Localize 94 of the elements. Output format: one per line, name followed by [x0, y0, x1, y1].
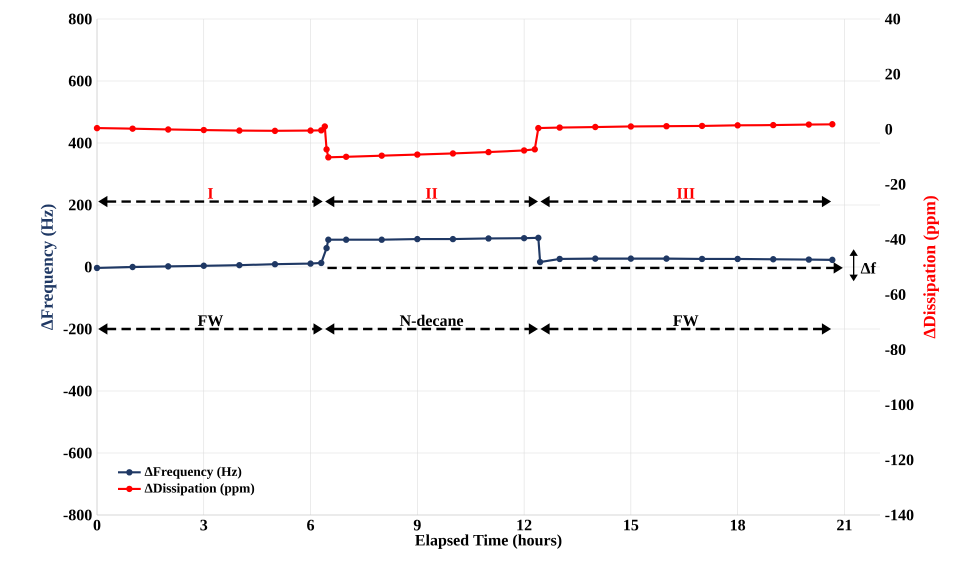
y2-axis-title: ΔDissipation (ppm): [923, 196, 939, 338]
x-tick-label: 0: [94, 520, 100, 530]
point: [556, 124, 563, 131]
y-tick-label: 400: [68, 138, 92, 148]
point: [520, 147, 528, 154]
point: [592, 124, 598, 130]
point: [556, 256, 563, 262]
point: [318, 260, 324, 266]
point: [325, 236, 332, 243]
x-tick-label: 21: [837, 520, 852, 530]
point: [307, 260, 314, 267]
point: [272, 261, 278, 268]
point: [450, 236, 456, 242]
point: [535, 124, 542, 132]
annotation: II: [426, 188, 438, 199]
y2-tick-label: 0: [885, 124, 892, 135]
x-tick-label: 9: [414, 520, 421, 530]
point: [536, 258, 544, 266]
point: [535, 234, 542, 242]
point: [236, 262, 243, 268]
annotation: N-decane: [400, 314, 464, 326]
point: [663, 255, 670, 262]
point: [532, 146, 538, 153]
point: [129, 125, 136, 132]
y2-tick-label: -40: [885, 234, 906, 245]
x-tick-label: 18: [730, 520, 746, 530]
point: [628, 123, 634, 130]
point: [770, 122, 776, 128]
point: [378, 236, 385, 243]
x-axis-title: Elapsed Time (hours): [415, 534, 562, 549]
point: [323, 146, 330, 153]
legend-label: ΔDissipation (ppm): [144, 483, 254, 496]
point: [829, 256, 836, 264]
point: [734, 256, 741, 262]
point: [318, 127, 324, 134]
point: [236, 127, 243, 134]
point: [698, 256, 706, 262]
y-tick-label: -400: [64, 386, 92, 396]
point: [698, 122, 706, 130]
y-tick-label: 0: [84, 262, 92, 272]
point: [592, 255, 598, 262]
y-tick-label: 200: [68, 200, 92, 210]
y2-tick-label: -60: [885, 289, 906, 300]
point: [200, 262, 207, 269]
point: [663, 122, 670, 130]
y2-tick-label: 20: [885, 68, 900, 80]
point: [414, 151, 421, 158]
point: [94, 264, 100, 272]
point: [485, 235, 492, 242]
y-tick-label: -600: [64, 448, 92, 458]
point: [272, 128, 278, 134]
x-tick-label: 3: [200, 520, 208, 530]
point: [378, 152, 385, 159]
point: [200, 126, 207, 134]
y2-tick-label: -140: [885, 510, 914, 520]
legend-label: ΔFrequency (Hz): [144, 466, 242, 479]
point: [323, 244, 330, 252]
point: [322, 123, 328, 130]
annotation: FW: [673, 315, 698, 326]
y2-tick-label: -120: [885, 454, 914, 466]
x-tick-label: 12: [517, 520, 532, 530]
annotation: FW: [198, 315, 224, 326]
point: [342, 154, 350, 160]
point: [806, 121, 812, 128]
y-axis-title: ΔFrequency (Hz): [40, 204, 56, 330]
y2-tick-label: -20: [885, 178, 906, 190]
point: [325, 154, 332, 161]
point: [485, 148, 492, 156]
point: [829, 121, 836, 128]
point: [734, 122, 741, 129]
annotation: I: [208, 188, 214, 199]
point: [628, 255, 634, 262]
point: [450, 150, 456, 157]
y2-tick-label: -100: [885, 399, 914, 410]
y-tick-label: -800: [64, 510, 92, 520]
annotation: Δf: [860, 262, 876, 274]
point: [307, 127, 314, 134]
point: [414, 236, 421, 242]
y-tick-label: -200: [64, 324, 92, 334]
point: [806, 256, 812, 263]
point: [342, 236, 350, 243]
point: [129, 264, 136, 270]
x-tick-label: 6: [307, 520, 314, 530]
y-tick-label: 600: [68, 76, 92, 86]
point: [94, 124, 100, 132]
point: [520, 234, 528, 242]
y2-tick-label: -80: [885, 344, 906, 356]
y-tick-label: 800: [68, 14, 92, 24]
point: [164, 263, 172, 270]
x-tick-label: 15: [624, 520, 638, 530]
annotation: III: [676, 188, 695, 199]
y2-tick-label: 40: [884, 14, 900, 24]
point: [164, 126, 172, 133]
point: [770, 256, 776, 262]
